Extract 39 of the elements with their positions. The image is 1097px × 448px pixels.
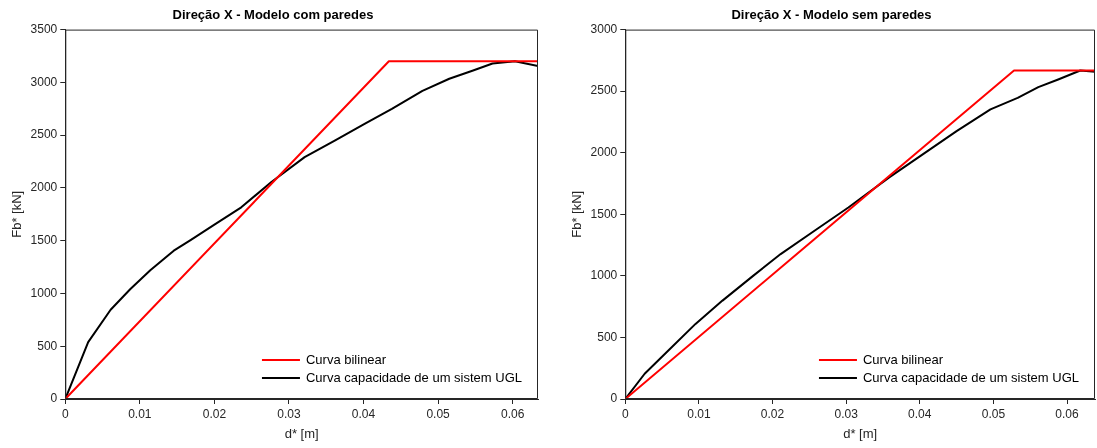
y-tick-label: 2000: [30, 180, 58, 195]
x-tick-label: 0.03: [277, 406, 301, 421]
x-tick-label: 0: [61, 406, 69, 421]
y-tick-label: 0: [50, 391, 58, 406]
x-tick-label: 0.02: [760, 406, 785, 421]
y-tick-label: 500: [37, 338, 58, 353]
x-tick-label: 0.05: [426, 406, 451, 421]
legend-label: Curva bilinear: [862, 351, 944, 367]
x-tick-label: 0.06: [500, 406, 525, 421]
y-tick-label: 1500: [30, 233, 58, 247]
y-tick-label: 3000: [30, 74, 58, 89]
x-tick-label: 0.05: [981, 406, 1006, 421]
chart-title: Direção X - Modelo sem paredes: [731, 7, 932, 23]
y-axis-title: Fb* [kN]: [569, 190, 585, 238]
y-tick-label: 2000: [590, 145, 618, 160]
x-tick-label: 0.01: [128, 406, 152, 421]
x-tick-label: 0.06: [1055, 406, 1080, 421]
legend-label: Curva capacidade de um sistem UGL: [305, 369, 522, 385]
x-tick-label: 0.03: [834, 406, 859, 421]
y-tick-label: 2500: [30, 127, 58, 142]
x-tick-label: 0.02: [202, 406, 227, 421]
y-tick-label: 500: [597, 329, 618, 344]
y-tick-label: 1500: [590, 206, 618, 221]
y-tick-label: 3500: [30, 21, 58, 36]
x-axis-title: d* [m]: [843, 425, 878, 441]
y-tick-label: 0: [610, 391, 618, 406]
x-tick-label: 0: [621, 406, 629, 421]
x-tick-label: 0.04: [351, 406, 376, 421]
chart-title: Direção X - Modelo com paredes: [172, 7, 374, 23]
y-tick-label: 3000: [590, 21, 618, 36]
legend-label: Curva capacidade de um sistem UGL: [862, 369, 1079, 385]
y-axis-title: Fb* [kN]: [9, 190, 25, 238]
x-tick-label: 0.01: [687, 406, 711, 421]
legend-label: Curva bilinear: [305, 351, 387, 367]
y-tick-label: 1000: [30, 285, 58, 300]
y-tick-label: 2500: [590, 83, 618, 98]
x-axis-title: d* [m]: [284, 425, 319, 441]
y-tick-label: 1000: [590, 268, 618, 283]
x-tick-label: 0.04: [908, 406, 932, 421]
